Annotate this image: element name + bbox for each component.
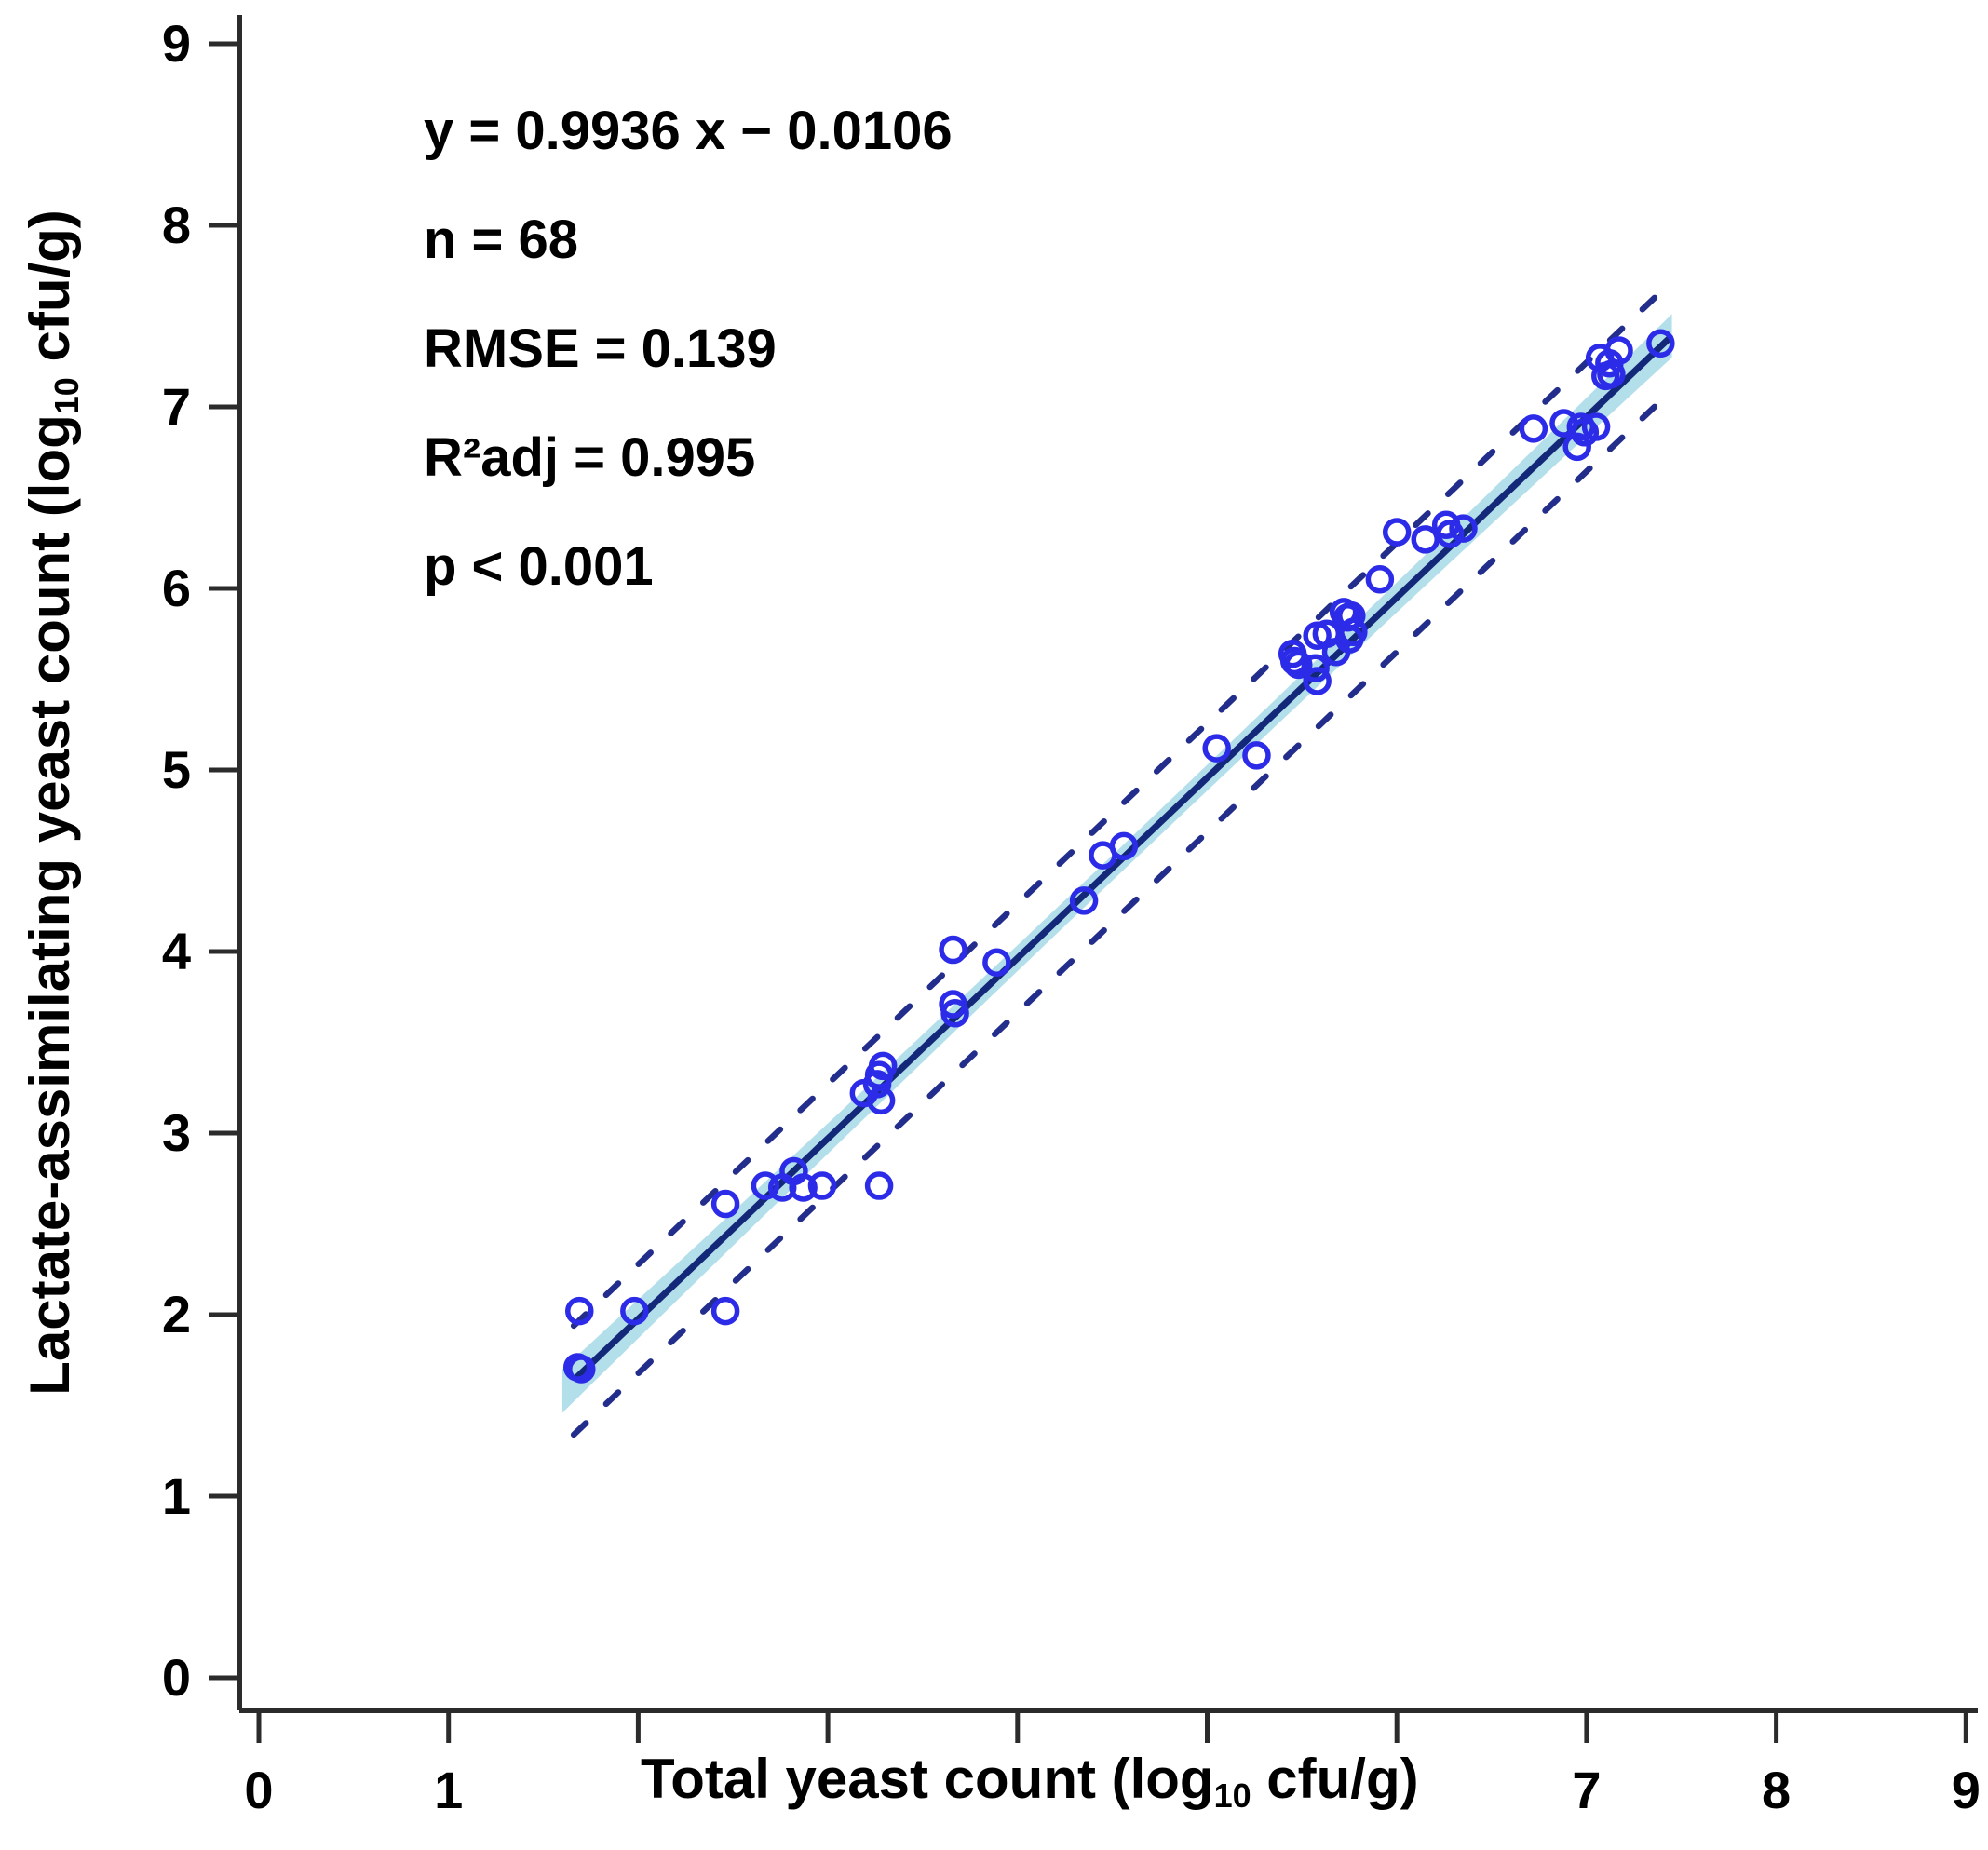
- data-point: [1435, 520, 1465, 548]
- x-axis-title: Total yeast count (log10 cfu/g): [641, 1747, 1419, 1816]
- data-point: [1581, 412, 1611, 441]
- data-point: [751, 1171, 780, 1200]
- y-axis-title-subscript: 10: [47, 377, 87, 415]
- data-point: [1562, 432, 1591, 462]
- data-point: [1109, 831, 1139, 861]
- x-axis-title-text: Total yeast count (log: [641, 1748, 1214, 1810]
- data-point: [710, 1189, 740, 1219]
- y-tick-label: 5: [162, 740, 191, 799]
- data-point: [1242, 741, 1271, 770]
- data-point: [1335, 625, 1364, 654]
- x-tick-label: 7: [1572, 1761, 1601, 1819]
- data-point: [1604, 336, 1633, 365]
- annotation-pvalue: p < 0.001: [424, 536, 654, 597]
- y-tick-label: 0: [162, 1648, 191, 1707]
- data-point: [1284, 650, 1313, 680]
- y-tick-label: 1: [162, 1466, 191, 1525]
- data-point: [864, 1171, 894, 1200]
- data-point: [789, 1173, 818, 1202]
- y-tick-label: 7: [162, 377, 191, 436]
- x-tick-label: 9: [1952, 1761, 1981, 1819]
- x-tick-label: 1: [434, 1761, 463, 1819]
- y-axis-title-text: Lactate-assimilating yeast count (log: [18, 414, 81, 1396]
- y-tick-label: 2: [162, 1285, 191, 1344]
- data-point: [868, 1051, 898, 1081]
- data-point: [1382, 518, 1412, 547]
- data-point: [807, 1171, 837, 1200]
- data-point: [1449, 514, 1478, 543]
- y-tick-label: 9: [162, 14, 191, 73]
- x-axis-title-units: cfu/g): [1251, 1748, 1419, 1810]
- data-point: [1301, 654, 1330, 683]
- y-axis-title: Lactate-assimilating yeast count (log10 …: [18, 209, 87, 1396]
- annotation-rmse: RMSE = 0.139: [424, 318, 777, 379]
- x-tick-label: 0: [244, 1761, 273, 1819]
- prediction-interval-lower: [570, 392, 1670, 1438]
- data-point: [1202, 734, 1231, 763]
- annotation-equation: y = 0.9936 x − 0.0106: [424, 101, 953, 161]
- data-point: [710, 1296, 740, 1326]
- data-point: [1411, 525, 1440, 554]
- data-point: [982, 948, 1011, 977]
- annotation-n: n = 68: [424, 209, 579, 270]
- data-point: [940, 999, 969, 1028]
- data-point: [1303, 667, 1332, 695]
- x-tick-label: 8: [1762, 1761, 1791, 1819]
- data-point: [866, 1086, 896, 1115]
- data-point: [565, 1296, 594, 1326]
- annotation-r2adj: R²adj = 0.995: [424, 427, 756, 488]
- data-point: [1519, 414, 1548, 443]
- y-tick-label: 8: [162, 196, 191, 254]
- y-tick-label: 3: [162, 1103, 191, 1162]
- data-point: [620, 1296, 649, 1326]
- y-tick-label: 6: [162, 559, 191, 617]
- data-point: [1365, 565, 1395, 594]
- y-axis-title-units: cfu/g): [18, 209, 81, 378]
- y-tick-label: 4: [162, 922, 191, 980]
- x-axis-title-subscript: 10: [1213, 1776, 1251, 1816]
- data-point: [1646, 329, 1675, 358]
- prediction-interval-upper: [570, 283, 1670, 1330]
- data-point: [939, 935, 967, 965]
- data-point: [1069, 886, 1099, 915]
- data-point: [567, 1355, 596, 1384]
- stats-annotation: y = 0.9936 x − 0.0106 n = 68 RMSE = 0.13…: [424, 76, 953, 621]
